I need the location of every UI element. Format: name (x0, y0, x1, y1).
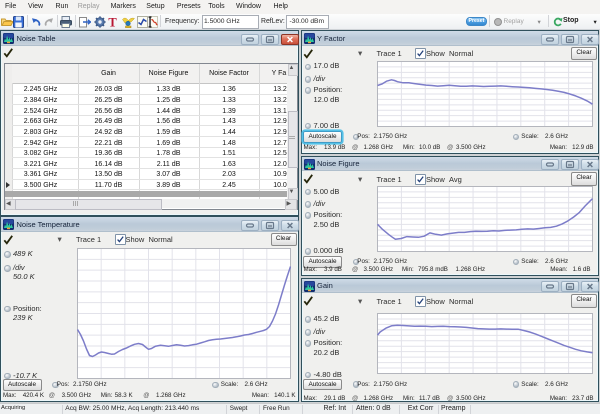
svg-text:T: T (108, 16, 117, 28)
